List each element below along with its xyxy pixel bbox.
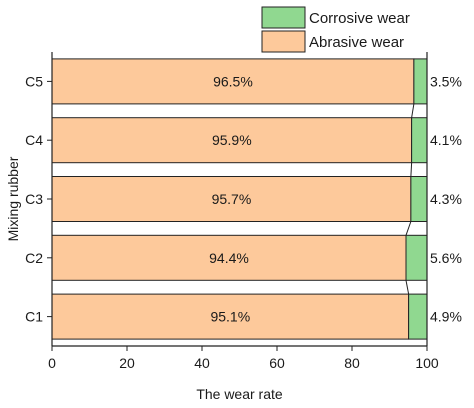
x-tick-label: 100 <box>415 355 439 371</box>
connector-line <box>405 221 412 236</box>
data-label-abrasive: 95.7% <box>212 191 252 207</box>
y-tick-label: C3 <box>25 191 43 207</box>
connector-line <box>405 280 410 295</box>
x-tick-label: 20 <box>119 355 135 371</box>
bar-corrosive-c5 <box>413 58 428 105</box>
data-label-corrosive: 4.9% <box>430 309 462 325</box>
y-tick-label: C1 <box>25 309 43 325</box>
data-label-abrasive: 95.1% <box>210 309 250 325</box>
x-tick-label: 40 <box>194 355 210 371</box>
x-tick-label: 0 <box>48 355 56 371</box>
legend-label: Corrosive wear <box>309 10 410 27</box>
bar-abrasive-c1 <box>51 293 410 340</box>
connector-line <box>410 162 413 177</box>
bar-corrosive-c4 <box>411 117 428 164</box>
data-label-corrosive: 4.1% <box>430 132 462 148</box>
x-tick-label: 60 <box>269 355 285 371</box>
plot-area: 96.5% 3.5% C5 95.9% 4.1% C4 95.7% 4.3% C3 94.4% 5.… <box>25 52 462 346</box>
y-tick-label: C5 <box>25 73 43 89</box>
data-label-abrasive: 96.5% <box>213 73 253 89</box>
legend-swatch-corrosive-wear <box>261 6 306 29</box>
x-tick-label: 80 <box>344 355 360 371</box>
bar-corrosive-c2 <box>405 234 428 281</box>
legend: Corrosive wear Abrasive wear <box>261 6 410 53</box>
y-tick-label: C2 <box>25 250 43 266</box>
data-label-corrosive: 4.3% <box>430 191 462 207</box>
connector-line <box>411 103 415 118</box>
bar-abrasive-c3 <box>51 176 412 222</box>
bar-abrasive-c5 <box>51 58 415 105</box>
data-label-abrasive: 94.4% <box>209 250 249 266</box>
bar-corrosive-c1 <box>408 293 428 340</box>
data-label-corrosive: 5.6% <box>430 250 462 266</box>
legend-swatch-abrasive-wear <box>261 30 306 53</box>
bar-abrasive-c2 <box>51 234 407 281</box>
data-label-abrasive: 95.9% <box>212 132 252 148</box>
bar-abrasive-c4 <box>51 117 413 164</box>
data-label-corrosive: 3.5% <box>430 73 462 89</box>
bar-corrosive-c3 <box>410 176 428 222</box>
x-axis-label: The wear rate <box>196 386 283 402</box>
y-axis-label: Mixing rubber <box>5 156 21 241</box>
y-tick-label: C4 <box>25 132 43 148</box>
legend-label: Abrasive wear <box>309 34 404 51</box>
x-axis: 0 20 40 60 80 100 <box>48 345 439 371</box>
